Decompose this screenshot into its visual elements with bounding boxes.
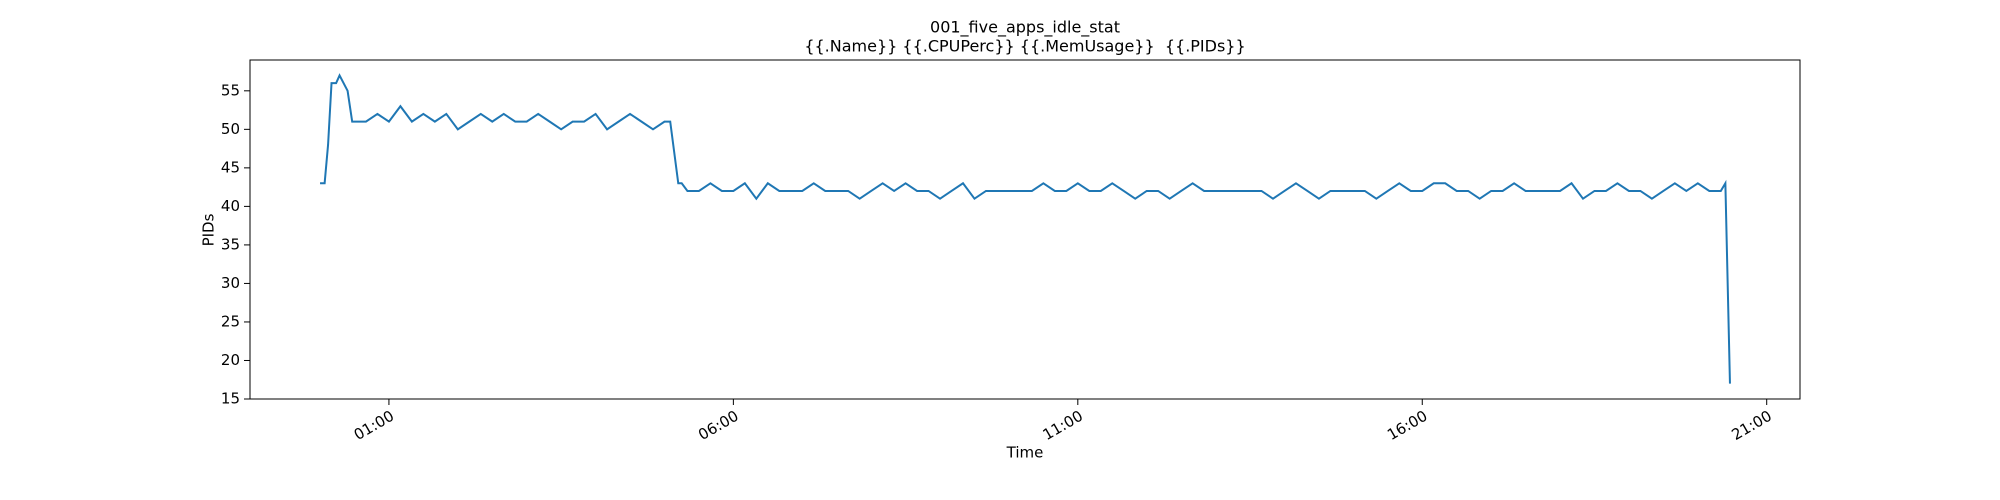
- y-tick-label: 55: [221, 81, 240, 99]
- line-series: [320, 73, 1731, 384]
- y-tick-label: 50: [221, 120, 240, 138]
- y-tick-label: 35: [221, 235, 240, 253]
- chart-title: 001_five_apps_idle_stat: [930, 18, 1120, 38]
- x-axis-label: Time: [1006, 444, 1044, 462]
- y-tick-label: 15: [221, 390, 240, 408]
- y-axis-label: PIDs: [200, 213, 218, 246]
- y-tick-label: 45: [221, 158, 240, 176]
- y-tick-label: 40: [221, 197, 240, 215]
- x-tick-label: 16:00: [1384, 407, 1430, 444]
- chart-subtitle: {{.Name}} {{.CPUPerc}} {{.MemUsage}} {{.…: [804, 37, 1245, 56]
- x-tick-label: 06:00: [695, 407, 741, 444]
- y-tick-label: 25: [221, 312, 240, 330]
- x-tick-label: 21:00: [1729, 407, 1775, 444]
- y-tick-label: 20: [221, 351, 240, 369]
- plot-frame: [249, 59, 1801, 400]
- y-tick-label: 30: [221, 274, 240, 292]
- x-tick-label: 11:00: [1040, 407, 1086, 444]
- x-tick-label: 01:00: [351, 407, 397, 444]
